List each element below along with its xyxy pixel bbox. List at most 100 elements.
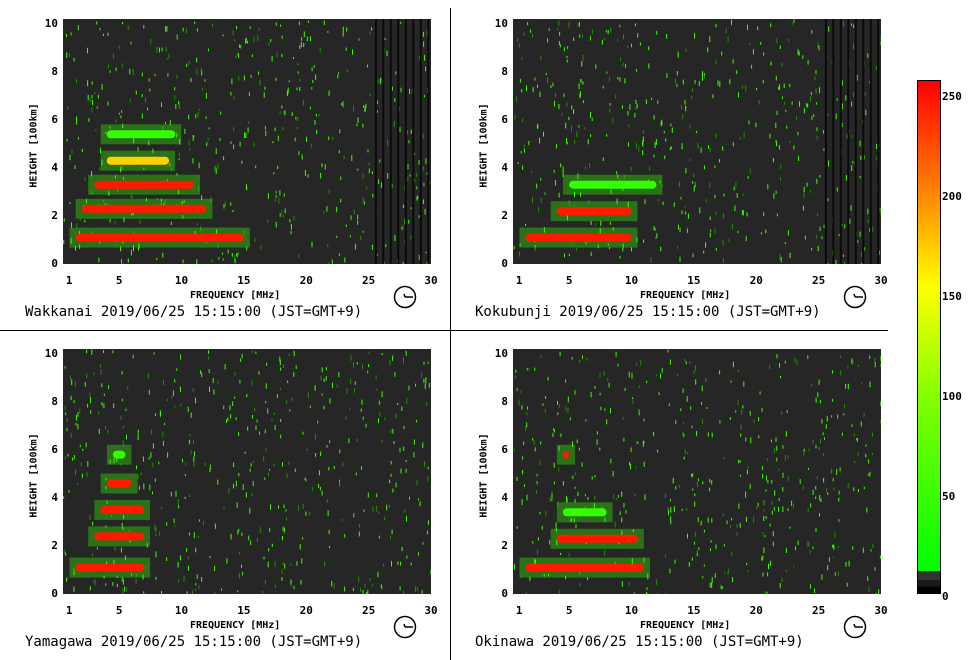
noise-speck: [70, 395, 72, 401]
noise-speck: [574, 140, 576, 144]
noise-speck: [762, 572, 764, 577]
noise-speck: [762, 79, 764, 84]
noise-speck: [410, 129, 412, 134]
noise-speck: [823, 453, 824, 456]
noise-speck: [422, 31, 424, 37]
noise-speck: [853, 433, 855, 437]
noise-speck: [413, 452, 415, 458]
noise-speck: [879, 250, 880, 255]
noise-speck: [609, 108, 611, 113]
noise-speck: [859, 176, 861, 179]
noise-speck: [851, 101, 853, 107]
noise-speck: [154, 73, 156, 77]
noise-speck: [288, 461, 290, 465]
noise-speck: [345, 416, 347, 420]
noise-speck: [782, 487, 784, 492]
noise-speck: [201, 195, 203, 200]
noise-speck: [349, 407, 351, 410]
noise-speck: [758, 435, 760, 439]
noise-speck: [64, 550, 66, 554]
noise-speck: [233, 127, 235, 132]
noise-speck: [639, 42, 641, 46]
noise-speck: [275, 195, 277, 198]
noise-speck: [837, 545, 839, 549]
noise-speck: [702, 71, 703, 77]
noise-speck: [296, 126, 298, 130]
noise-speck: [264, 86, 266, 90]
noise-speck: [178, 101, 180, 105]
noise-speck: [519, 243, 521, 247]
noise-speck: [100, 369, 102, 375]
noise-speck: [342, 462, 344, 467]
noise-speck: [106, 500, 108, 504]
noise-speck: [734, 205, 736, 212]
noise-speck: [702, 576, 704, 579]
noise-speck: [781, 62, 783, 67]
noise-speck: [799, 479, 801, 484]
noise-speck: [179, 386, 181, 392]
noise-speck: [174, 87, 176, 91]
noise-speck: [128, 529, 130, 533]
noise-speck: [392, 488, 394, 493]
noise-speck: [660, 373, 661, 379]
noise-speck: [774, 490, 776, 496]
x-tick-label: 10: [624, 274, 639, 287]
noise-speck: [822, 432, 824, 436]
noise-speck: [248, 92, 250, 96]
noise-speck: [66, 52, 68, 58]
x-tick-label: 10: [174, 274, 189, 287]
noise-speck: [578, 21, 580, 27]
noise-speck: [763, 500, 765, 506]
noise-speck: [286, 517, 287, 521]
noise-speck: [290, 579, 292, 585]
station-caption: Yamagawa 2019/06/25 15:15:00 (JST=GMT+9): [25, 634, 363, 650]
x-tick-label: 25: [812, 274, 826, 287]
noise-speck: [223, 507, 225, 511]
noise-speck: [522, 118, 524, 123]
noise-speck: [314, 120, 316, 125]
noise-speck: [709, 232, 711, 237]
noise-speck: [302, 537, 304, 540]
colorbar-tick: 200: [942, 190, 962, 203]
noise-speck: [772, 531, 774, 537]
noise-speck: [116, 457, 118, 463]
noise-speck: [696, 551, 698, 557]
noise-speck: [430, 570, 431, 576]
noise-speck: [642, 150, 644, 156]
noise-speck: [116, 575, 118, 579]
noise-speck: [863, 413, 865, 417]
noise-speck: [647, 573, 649, 580]
noise-speck: [302, 99, 304, 106]
noise-speck: [756, 505, 758, 510]
noise-speck: [174, 405, 176, 408]
noise-speck: [426, 401, 428, 406]
x-axis-label: FREQUENCY [MHz]: [190, 620, 281, 631]
noise-speck: [789, 593, 791, 594]
noise-speck: [363, 201, 365, 205]
noise-speck: [562, 166, 564, 172]
noise-speck: [215, 148, 217, 155]
noise-speck: [295, 116, 297, 120]
noise-speck: [120, 115, 122, 119]
noise-speck: [682, 431, 684, 436]
noise-speck: [715, 133, 717, 138]
noise-speck: [745, 236, 747, 242]
noise-speck: [532, 197, 533, 203]
noise-speck: [719, 81, 721, 88]
noise-speck: [532, 87, 534, 93]
noise-speck: [391, 529, 393, 535]
noise-speck: [536, 481, 538, 485]
noise-speck: [379, 401, 381, 404]
noise-speck: [233, 483, 234, 489]
noise-speck: [614, 521, 616, 528]
noise-speck: [638, 409, 640, 414]
noise-speck: [516, 388, 518, 391]
noise-speck: [120, 463, 122, 466]
noise-speck: [518, 43, 520, 48]
noise-speck: [815, 88, 817, 94]
noise-speck: [868, 459, 870, 464]
noise-speck: [704, 75, 705, 79]
noise-speck: [271, 56, 273, 62]
noise-speck: [585, 242, 587, 245]
noise-speck: [342, 26, 344, 32]
